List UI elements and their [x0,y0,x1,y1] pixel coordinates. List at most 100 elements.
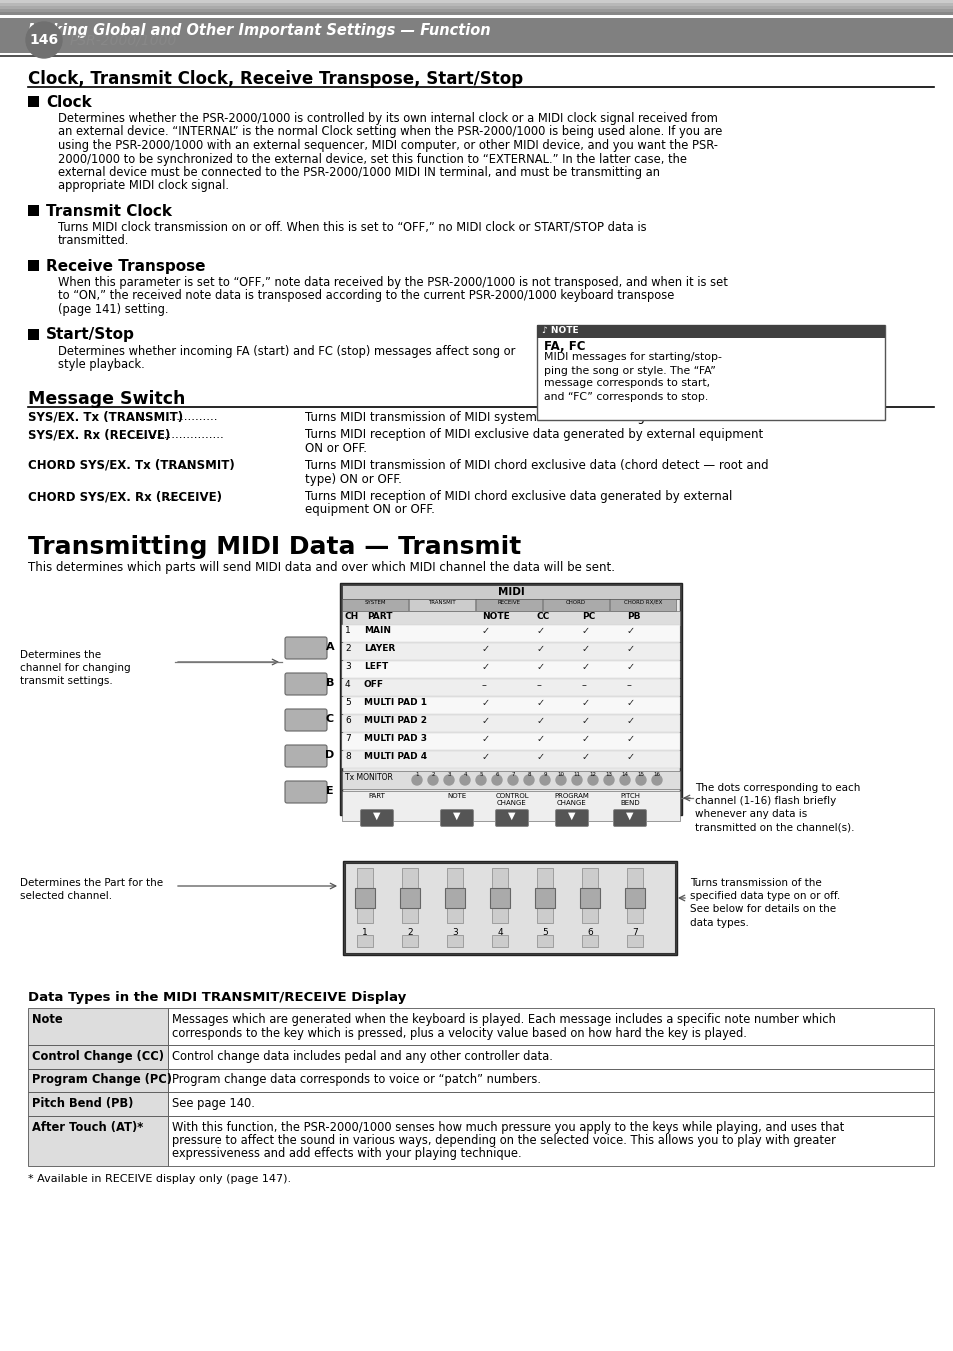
Bar [581,867,598,923]
Bar [626,867,642,923]
Text: and “FC” corresponds to stop.: and “FC” corresponds to stop. [543,392,707,401]
Text: * Available in RECEIVE display only (page 147).: * Available in RECEIVE display only (pag… [28,1174,291,1183]
Bar [341,611,679,626]
Text: ▼: ▼ [625,811,633,821]
Bar [168,1116,933,1166]
Text: equipment ON or OFF.: equipment ON or OFF. [305,504,435,516]
Text: 3: 3 [447,771,450,777]
Text: using the PSR-2000/1000 with an external sequencer, MIDI computer, or other MIDI: using the PSR-2000/1000 with an external… [58,139,718,153]
FancyBboxPatch shape [440,809,473,827]
Text: CC: CC [537,612,550,621]
Text: SYSTEM: SYSTEM [364,600,385,605]
Text: 16: 16 [653,771,659,777]
Bar [447,935,462,947]
Text: Determines whether incoming FA (start) and FC (stop) messages affect song or: Determines whether incoming FA (start) a… [58,345,515,358]
Text: MULTI PAD 3: MULTI PAD 3 [364,734,427,743]
Circle shape [412,775,421,785]
Text: external device must be connected to the PSR-2000/1000 MIDI IN terminal, and mus: external device must be connected to the… [58,166,659,178]
FancyBboxPatch shape [285,709,327,731]
Text: ✓: ✓ [626,662,635,671]
Bar [28,1069,168,1092]
FancyBboxPatch shape [555,809,588,827]
Text: 6: 6 [345,716,351,725]
Text: C: C [326,713,334,724]
FancyBboxPatch shape [495,809,528,827]
Text: 7: 7 [511,771,515,777]
Circle shape [556,775,565,785]
Bar [0,12,953,15]
Text: With this function, the PSR-2000/1000 senses how much pressure you apply to the : With this function, the PSR-2000/1000 se… [172,1120,843,1133]
Bar [399,888,419,908]
Text: ✓: ✓ [537,662,544,671]
Text: TRANSMIT: TRANSMIT [428,600,456,605]
Text: ✓: ✓ [581,644,590,654]
Text: 5: 5 [345,698,351,707]
Text: 13: 13 [605,771,612,777]
Text: 11: 11 [573,771,579,777]
Bar [0,5,953,9]
Text: Receive Transpose: Receive Transpose [46,259,205,274]
Text: MULTI PAD 4: MULTI PAD 4 [364,753,427,761]
Text: PB: PB [626,612,639,621]
FancyBboxPatch shape [285,744,327,767]
Text: Turns MIDI reception of MIDI exclusive data generated by external equipment: Turns MIDI reception of MIDI exclusive d… [305,428,762,440]
Circle shape [619,775,629,785]
Text: NOTE: NOTE [447,793,466,798]
Bar [345,863,675,952]
Circle shape [572,775,581,785]
Bar [490,888,510,908]
Circle shape [651,775,661,785]
Text: 4: 4 [497,928,502,938]
Text: ▼: ▼ [508,811,516,821]
Text: D: D [325,750,335,761]
Bar [0,3,953,5]
Text: 2: 2 [407,928,413,938]
Text: type) ON or OFF.: type) ON or OFF. [305,473,401,485]
Circle shape [587,775,598,785]
Bar [341,734,679,750]
Bar [341,643,679,661]
Text: 8: 8 [527,771,530,777]
Text: 12: 12 [589,771,596,777]
Circle shape [428,775,437,785]
Text: pressure to affect the sound in various ways, depending on the selected voice. T: pressure to affect the sound in various … [172,1133,835,1147]
Text: ping the song or style. The “FA”: ping the song or style. The “FA” [543,366,715,376]
Bar [0,55,953,57]
Text: ......................: ...................... [136,411,218,423]
Bar [356,935,373,947]
Circle shape [476,775,485,785]
Bar [542,598,608,611]
Text: OFF: OFF [364,680,384,689]
Text: Turns transmission of the
specified data type on or off.
See below for details o: Turns transmission of the specified data… [689,878,840,928]
Text: ..........: .......... [162,490,199,503]
Bar [341,697,679,713]
Text: LAYER: LAYER [364,644,395,653]
Bar [168,1069,933,1092]
Text: RECEIVE: RECEIVE [497,600,520,605]
Bar [0,0,953,3]
Bar [341,751,679,767]
Bar [626,935,642,947]
Text: SYS/EX. Rx (RECEIVE): SYS/EX. Rx (RECEIVE) [28,428,171,440]
Bar [537,324,884,338]
Text: ✓: ✓ [537,698,544,708]
Text: 2: 2 [431,771,435,777]
Text: CH: CH [345,612,359,621]
Bar [168,1092,933,1116]
Text: ▼: ▼ [373,811,380,821]
Text: PART: PART [368,793,385,798]
Bar [444,888,464,908]
Text: Pitch Bend (PB): Pitch Bend (PB) [32,1097,133,1111]
Text: ✓: ✓ [481,644,490,654]
Text: 2000/1000 to be synchronized to the external device, set this function to “EXTER: 2000/1000 to be synchronized to the exte… [58,153,686,166]
Circle shape [492,775,501,785]
Text: A: A [325,642,334,653]
Text: 1: 1 [415,771,418,777]
Text: 4: 4 [463,771,466,777]
Text: –: – [626,680,631,690]
Text: ▼: ▼ [568,811,576,821]
Text: After Touch (AT)*: After Touch (AT)* [32,1120,143,1133]
Circle shape [507,775,517,785]
Bar [579,888,599,908]
Text: Determines the Part for the
selected channel.: Determines the Part for the selected cha… [20,878,163,901]
